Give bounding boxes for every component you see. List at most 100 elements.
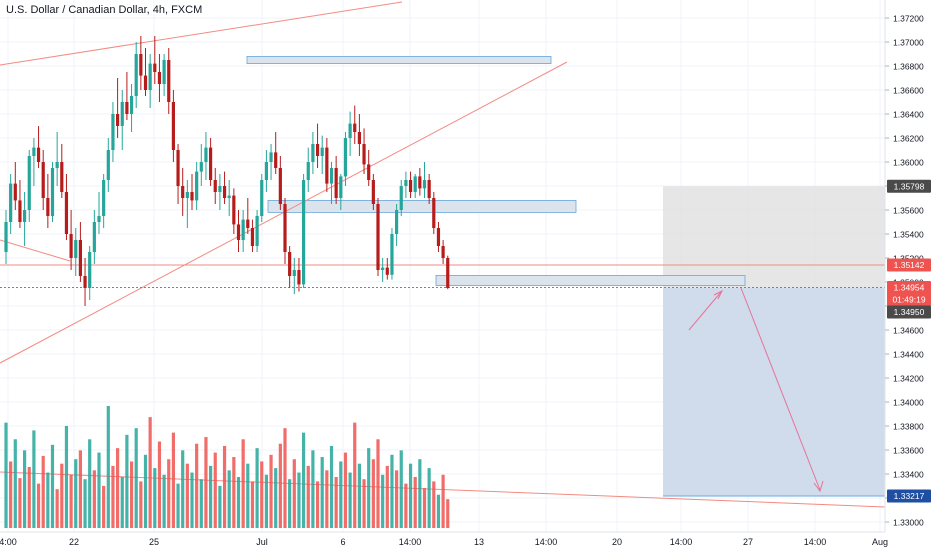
volume-bar	[18, 478, 22, 528]
price-axis: 1.37200 1.37000 1.36800 1.36600 1.36400 1.362…	[884, 0, 932, 550]
volume-bar	[236, 476, 241, 528]
candle-body	[218, 186, 222, 192]
candle-body	[9, 183, 13, 222]
candle-body	[78, 240, 82, 276]
candle-body	[390, 234, 394, 275]
candle-body	[288, 252, 292, 276]
candle-body	[209, 147, 213, 180]
volume-bar	[329, 445, 334, 528]
candle-body	[36, 147, 41, 162]
candle-body	[404, 180, 408, 186]
candle-body	[185, 192, 189, 198]
volume-bar	[432, 481, 436, 528]
time-tick-label: 6	[340, 537, 345, 547]
drawings-layer	[0, 1, 886, 508]
candle-body	[32, 147, 36, 156]
volume-bar	[334, 476, 338, 528]
volume-bar	[348, 472, 352, 528]
volume-bar	[227, 470, 231, 528]
candle-body	[311, 144, 315, 162]
volume-bar	[143, 454, 148, 528]
candle-body	[120, 102, 124, 126]
volume-bar	[204, 437, 208, 528]
volume-bar	[441, 474, 445, 528]
volume-bar	[288, 479, 292, 528]
volume-bar	[274, 468, 278, 528]
volume-bar	[436, 494, 441, 528]
volume-bar	[232, 457, 236, 528]
volume-bar	[111, 465, 115, 528]
volume-bar	[422, 488, 427, 528]
candle-body	[167, 60, 171, 102]
candle-body	[441, 246, 445, 258]
candle-body	[246, 219, 250, 228]
time-tick-label: 25	[149, 537, 159, 547]
candle-body	[371, 180, 375, 204]
volume-bar	[41, 455, 45, 528]
volume-bar	[60, 463, 64, 528]
price-tick-label: 1.33600	[893, 446, 924, 456]
candle-body	[241, 219, 245, 240]
volume-bar	[139, 481, 143, 528]
candle-body	[292, 270, 296, 276]
volume-bar	[171, 432, 175, 528]
candle-body	[181, 186, 185, 198]
candle-body	[362, 144, 366, 165]
volume-bar	[125, 434, 129, 528]
badge-entry-bg	[887, 305, 931, 319]
price-tick-label: 1.34000	[893, 398, 924, 408]
candle-body	[232, 195, 236, 225]
chart-title: U.S. Dollar / Canadian Dollar, 4h, FXCM	[6, 4, 203, 16]
volume-bar	[78, 450, 82, 528]
volume-bar	[446, 499, 450, 528]
volume-bar	[199, 479, 203, 528]
candle-body	[64, 192, 69, 234]
candle-body	[376, 204, 380, 270]
badge-box-top-bg	[887, 179, 931, 193]
candle-body	[111, 114, 115, 150]
upper-trendline	[0, 1, 403, 66]
volume-bar	[302, 432, 306, 528]
candle-body	[222, 186, 227, 198]
candle-body	[106, 150, 110, 180]
volume-bar	[23, 450, 27, 528]
arrow-down-head	[813, 480, 824, 493]
candle-body	[171, 102, 175, 150]
candle-body	[436, 228, 441, 246]
candle-body	[315, 144, 320, 156]
volume-bar	[413, 476, 417, 528]
volume-bar	[134, 428, 138, 528]
badge-target-bg	[887, 489, 931, 503]
candle-body	[143, 75, 148, 90]
candle-body	[432, 198, 436, 228]
candle-body	[13, 183, 17, 201]
price-tick-label: 1.34200	[893, 374, 924, 384]
volume-bar	[97, 452, 101, 528]
price-tick-label: 1.36800	[893, 62, 924, 72]
volume-bar	[371, 459, 375, 528]
badge-level: 1.35142	[894, 260, 925, 270]
badge-level-bg	[887, 258, 931, 272]
volume-bar	[185, 463, 189, 528]
candle-body	[320, 147, 324, 156]
candle-body	[255, 216, 259, 246]
volume-bar	[250, 481, 255, 528]
volume-bar	[162, 474, 166, 528]
candle-body	[153, 63, 157, 72]
time-tick-label: 20	[612, 537, 622, 547]
candle-body	[204, 147, 208, 162]
time-tick-label: 27	[743, 537, 753, 547]
volume-bar	[218, 485, 222, 528]
candle-body	[213, 180, 217, 192]
volume-bar	[390, 454, 394, 528]
candle-body	[190, 192, 194, 201]
demand-zone	[435, 274, 746, 286]
candle-body	[260, 180, 264, 216]
candle-body	[367, 164, 371, 180]
volume-bar	[311, 450, 315, 528]
volume-bar	[148, 417, 152, 528]
candle-body	[264, 162, 268, 180]
candle-body	[148, 63, 152, 90]
